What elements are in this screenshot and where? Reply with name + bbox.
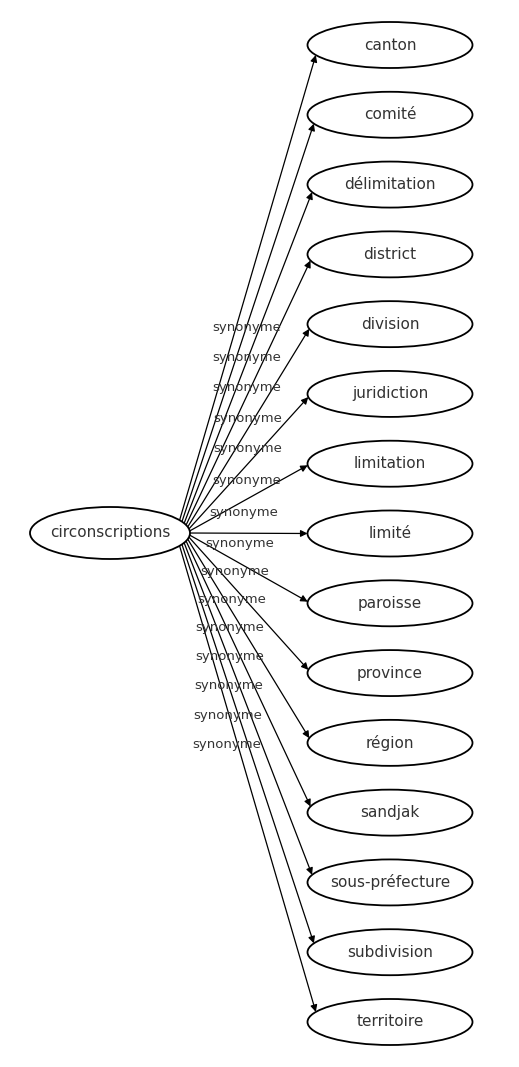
Ellipse shape	[307, 22, 472, 68]
Text: synonyme: synonyme	[195, 650, 264, 664]
Text: délimitation: délimitation	[344, 177, 436, 192]
Text: synonyme: synonyme	[196, 621, 265, 635]
Text: juridiction: juridiction	[352, 386, 428, 401]
Ellipse shape	[307, 720, 472, 766]
Ellipse shape	[307, 510, 472, 557]
Text: synonyme: synonyme	[194, 680, 263, 692]
Text: limitation: limitation	[354, 457, 426, 472]
Text: district: district	[363, 246, 417, 261]
Text: synonyme: synonyme	[200, 566, 269, 578]
Ellipse shape	[307, 371, 472, 417]
Text: synonyme: synonyme	[213, 412, 282, 425]
Ellipse shape	[307, 301, 472, 347]
Text: province: province	[357, 666, 423, 681]
Text: limité: limité	[368, 526, 412, 541]
Text: sandjak: sandjak	[360, 806, 420, 821]
Text: synonyme: synonyme	[193, 738, 262, 751]
Ellipse shape	[307, 650, 472, 696]
Ellipse shape	[30, 507, 190, 559]
Text: subdivision: subdivision	[347, 944, 433, 959]
Text: circonscriptions: circonscriptions	[50, 526, 170, 541]
Ellipse shape	[307, 161, 472, 208]
Text: territoire: territoire	[357, 1015, 424, 1030]
Text: synonyme: synonyme	[213, 381, 282, 395]
Text: sous-préfecture: sous-préfecture	[330, 875, 450, 891]
Text: synonyme: synonyme	[212, 321, 281, 334]
Text: synonyme: synonyme	[212, 474, 281, 487]
Text: synonyme: synonyme	[205, 537, 274, 550]
Text: paroisse: paroisse	[358, 595, 422, 610]
Text: synonyme: synonyme	[213, 443, 282, 456]
Text: région: région	[366, 735, 414, 751]
Text: canton: canton	[364, 37, 416, 52]
Ellipse shape	[307, 441, 472, 487]
Text: comité: comité	[364, 108, 416, 123]
Text: division: division	[361, 317, 419, 332]
Text: synonyme: synonyme	[197, 593, 266, 606]
Ellipse shape	[307, 929, 472, 975]
Ellipse shape	[307, 859, 472, 906]
Text: synonyme: synonyme	[210, 506, 279, 519]
Text: synonyme: synonyme	[194, 708, 262, 721]
Ellipse shape	[307, 580, 472, 626]
Ellipse shape	[307, 92, 472, 138]
Ellipse shape	[307, 790, 472, 835]
Text: synonyme: synonyme	[212, 351, 281, 364]
Ellipse shape	[307, 999, 472, 1045]
Ellipse shape	[307, 232, 472, 277]
